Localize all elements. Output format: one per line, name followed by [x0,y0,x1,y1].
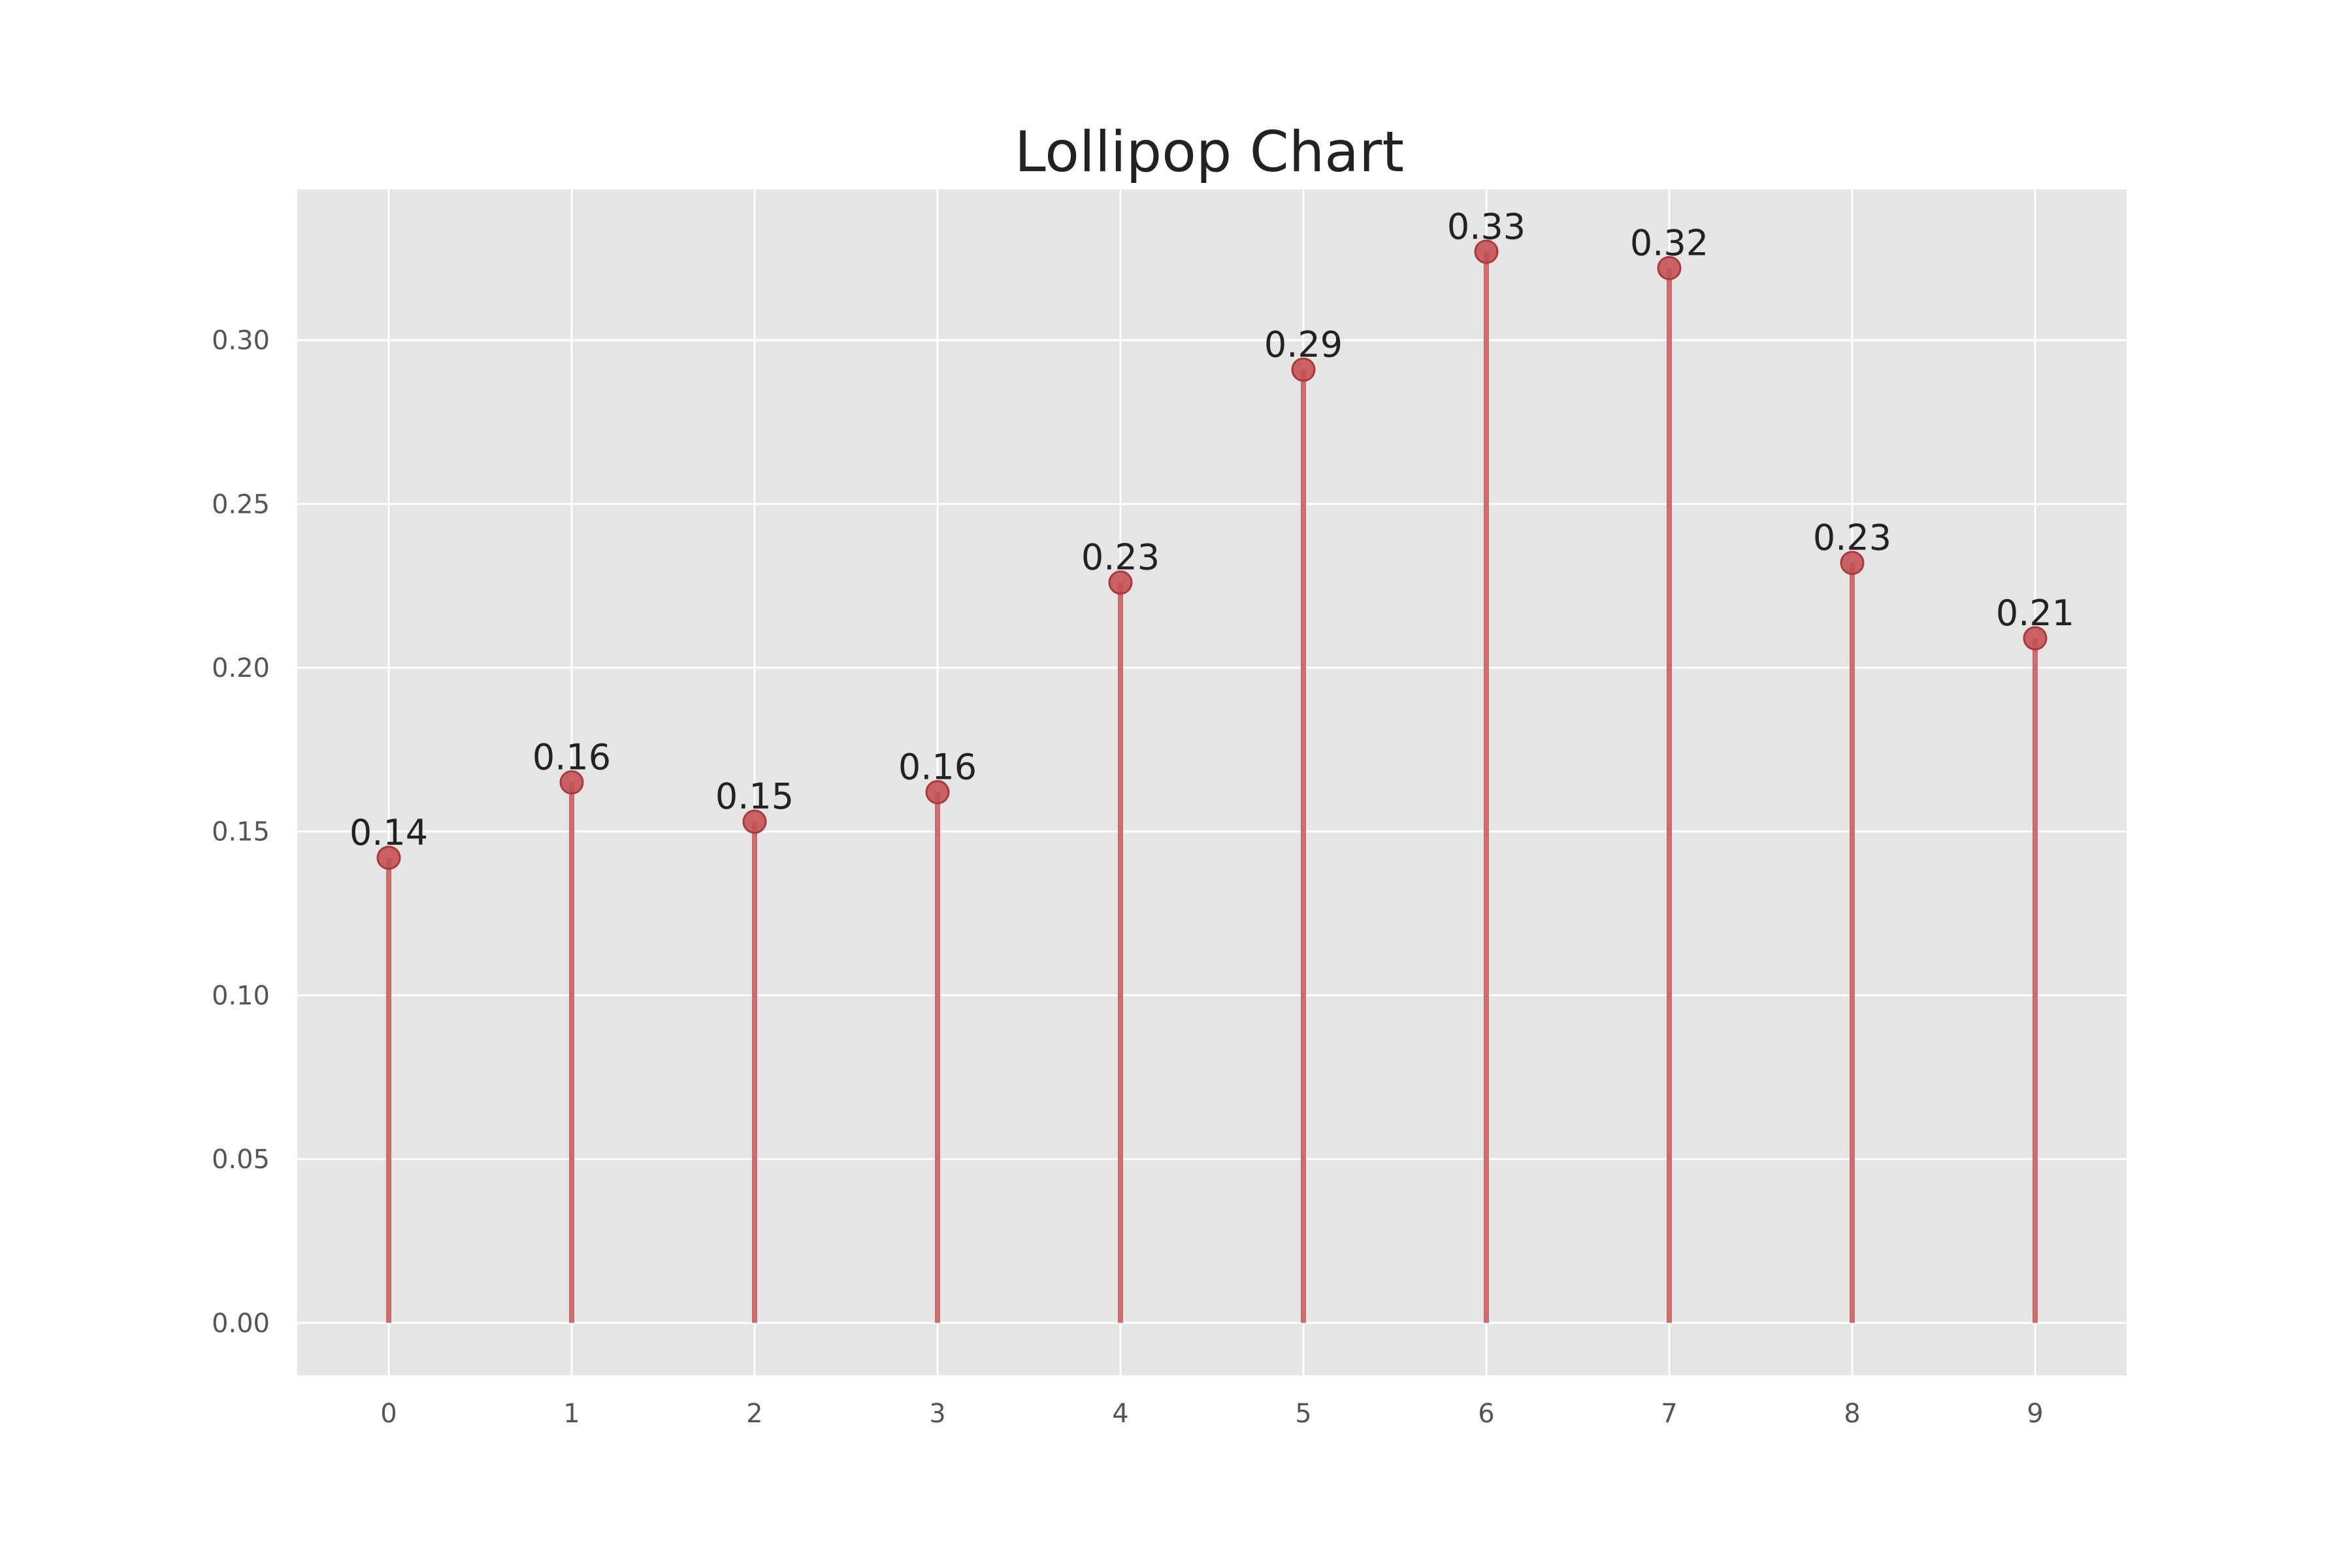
y-axis-tick-labels: 0.00 0.05 0.10 0.15 0.20 0.25 0.30 [212,326,270,1339]
lollipop-marker [742,809,767,834]
data-label: 0.23 [1813,517,1891,559]
data-label: 0.29 [1264,324,1343,365]
y-tick-label: 0.00 [212,1309,270,1339]
y-tick-label: 0.10 [212,981,270,1011]
x-tick-label: 6 [1478,1399,1494,1429]
x-axis-tick-labels: 0 1 2 3 4 5 6 7 8 9 [380,1399,2043,1429]
data-label: 0.21 [1996,593,2074,634]
lollipop-marker [1108,570,1133,595]
lollipop-marker [925,780,950,805]
data-label: 0.15 [715,776,794,817]
data-label: 0.16 [532,737,611,778]
lollipop-marker [1840,551,1865,576]
lollipop-marker [559,770,584,794]
data-labels: 0.14 0.16 0.15 0.16 0.23 0.29 0.33 0.32 0.23 0.21 [350,206,2074,853]
chart-title: Lollipop Chart [1015,120,1404,185]
y-tick-label: 0.25 [212,489,270,519]
lollipop-marker [1657,255,1682,280]
y-tick-label: 0.15 [212,817,270,847]
x-tick-label: 2 [746,1399,762,1429]
data-label: 0.14 [350,812,428,853]
markers [376,239,2048,870]
data-label: 0.33 [1447,206,1526,247]
plot-area [297,189,2127,1375]
stems [386,252,2038,1323]
lollipop-marker [1474,239,1499,264]
data-label: 0.16 [898,747,977,788]
data-label: 0.23 [1081,537,1160,578]
x-tick-label: 9 [2027,1399,2043,1429]
x-tick-label: 1 [563,1399,580,1429]
x-tick-label: 7 [1661,1399,1677,1429]
x-tick-label: 5 [1295,1399,1311,1429]
lollipop-marker [376,845,401,870]
x-tick-label: 8 [1844,1399,1860,1429]
lollipop-marker [1291,357,1316,382]
x-tick-label: 0 [380,1399,397,1429]
lollipop-marker [2023,626,2048,651]
x-tick-label: 4 [1112,1399,1128,1429]
y-tick-label: 0.05 [212,1145,270,1175]
y-tick-label: 0.30 [212,326,270,356]
x-tick-label: 3 [929,1399,945,1429]
data-label: 0.32 [1630,222,1708,263]
y-tick-label: 0.20 [212,653,270,683]
